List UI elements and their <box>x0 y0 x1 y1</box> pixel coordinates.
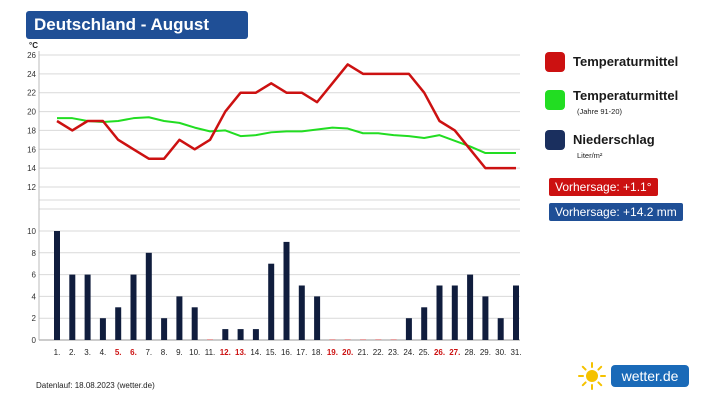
x-tick-label: 19. <box>327 348 338 357</box>
legend-label-temperature: Temperaturmittel <box>573 54 679 69</box>
x-tick-label: 12. <box>220 348 231 357</box>
sun-icon <box>578 362 606 390</box>
precip-bar <box>69 274 76 340</box>
temp-tick-label: 14 <box>27 164 36 173</box>
legend-sub-precipitation: Liter/m² <box>577 151 603 160</box>
x-tick-label: 29. <box>480 348 491 357</box>
precip-bar <box>84 274 91 340</box>
x-tick-label: 10. <box>189 348 200 357</box>
x-tick-label: 5. <box>115 348 122 357</box>
x-tick-label: 23. <box>388 348 399 357</box>
x-tick-label: 7. <box>145 348 152 357</box>
logo-wordmark: wetter.de <box>611 365 689 387</box>
x-tick-label: 16. <box>281 348 292 357</box>
x-tick-label: 31. <box>510 348 521 357</box>
precip-bar <box>497 318 504 340</box>
x-tick-label: 6. <box>130 348 137 357</box>
x-tick-label: 24. <box>403 348 414 357</box>
legend-swatch-normal-temperature <box>545 90 565 110</box>
precip-bar <box>283 241 290 340</box>
temp-tick-label: 22 <box>27 89 36 98</box>
precip-bar <box>237 329 244 340</box>
brand-logo[interactable]: wetter.de <box>578 362 690 390</box>
title-banner: Deutschland - August <box>26 11 248 39</box>
x-tick-label: 1. <box>54 348 61 357</box>
legend-swatch-precipitation <box>545 130 565 150</box>
precip-tick-label: 8 <box>32 249 37 258</box>
precip-bar <box>467 274 474 340</box>
temp-tick-label: 18 <box>27 126 36 135</box>
temp-tick-label: 24 <box>27 70 36 79</box>
precip-tick-label: 2 <box>32 314 37 323</box>
legend-sub-normal-temperature: (Jahre 91-20) <box>577 107 623 116</box>
precip-bar <box>390 339 397 340</box>
x-tick-label: 11. <box>205 348 216 357</box>
temp-tick-label: 26 <box>27 51 36 60</box>
temp-tick-label: 12 <box>27 183 36 192</box>
temperature-line <box>56 63 516 170</box>
temp-unit-label: °C <box>29 41 38 50</box>
precip-bar <box>145 252 152 340</box>
x-tick-label: 20. <box>342 348 353 357</box>
precip-tick-label: 10 <box>27 227 36 236</box>
precip-bar <box>161 318 168 340</box>
precip-tick-label: 4 <box>32 292 37 301</box>
x-tick-label: 4. <box>100 348 107 357</box>
precip-bar <box>421 307 428 340</box>
x-tick-label: 18. <box>312 348 323 357</box>
x-tick-label: 13. <box>235 348 246 357</box>
precip-tick-label: 6 <box>32 271 37 280</box>
x-tick-label: 22. <box>373 348 384 357</box>
x-tick-label: 30. <box>495 348 506 357</box>
legend-label-normal-temperature: Temperaturmittel <box>573 88 679 103</box>
precip-bar <box>222 329 229 340</box>
x-tick-label: 27. <box>449 348 460 357</box>
x-tick-label: 25. <box>419 348 430 357</box>
x-tick-label: 28. <box>465 348 476 357</box>
footer-data-run: Datenlauf: 18.08.2023 (wetter.de) <box>36 381 155 390</box>
precip-bar <box>115 307 122 340</box>
precipitation-forecast-badge: Vorhersage: +14.2 mm <box>549 203 683 221</box>
x-tick-label: 3. <box>84 348 91 357</box>
temperature-forecast-badge: Vorhersage: +1.1° <box>549 178 658 196</box>
precip-bar <box>436 285 443 340</box>
legend-swatch-temperature <box>545 52 565 72</box>
legend-label-precipitation: Niederschlag <box>573 132 655 147</box>
precip-bar <box>207 339 213 340</box>
x-tick-label: 8. <box>161 348 168 357</box>
precip-bar <box>513 285 519 340</box>
precip-bar <box>268 263 275 340</box>
precip-bar <box>191 307 198 340</box>
precip-bar <box>54 231 60 340</box>
normal-temperature-line <box>57 116 516 155</box>
precip-bar <box>130 274 137 340</box>
precip-bar <box>451 285 458 340</box>
temp-tick-label: 16 <box>27 145 36 154</box>
x-tick-label: 17. <box>296 348 307 357</box>
x-tick-label: 26. <box>434 348 445 357</box>
chart-title: Deutschland - August <box>34 15 210 34</box>
x-tick-label: 15. <box>266 348 277 357</box>
precip-bar <box>375 339 382 340</box>
x-tick-label: 2. <box>69 348 76 357</box>
precip-bar <box>405 318 412 340</box>
precip-bar <box>360 339 366 340</box>
x-tick-label: 9. <box>176 348 183 357</box>
precip-bar <box>344 339 351 340</box>
x-tick-label: 14. <box>250 348 261 357</box>
precip-bar <box>482 296 489 340</box>
precip-bar <box>99 318 106 340</box>
temp-tick-label: 20 <box>27 108 36 117</box>
x-tick-label: 21. <box>357 348 368 357</box>
precip-bar <box>314 296 321 340</box>
precip-bar <box>329 339 336 340</box>
precip-tick-label: 0 <box>32 336 37 345</box>
precip-bar <box>298 285 305 340</box>
precip-bar <box>176 296 183 340</box>
precip-bar <box>252 329 259 340</box>
